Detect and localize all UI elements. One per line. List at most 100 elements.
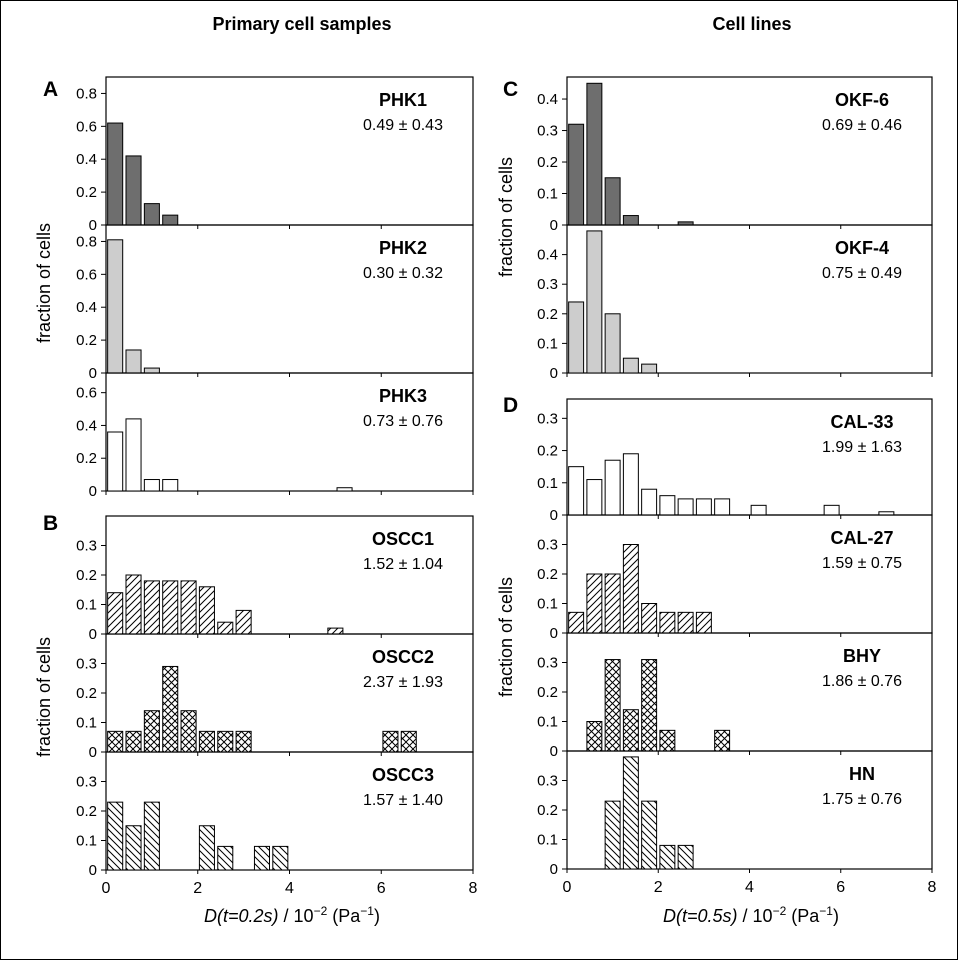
bar-okf-6-2: [604, 177, 621, 226]
bar-oscc3-7: [272, 845, 289, 871]
bar-hn-3: [659, 844, 676, 870]
panel-oscc3: 0 0.1 0.2 0.3 OSCC3 1.57 ± 1.40: [76, 751, 474, 879]
panel-cal-27: 0 0.1 0.2 0.3 CAL-27 1.59 ± 0.75: [537, 514, 933, 642]
xtick-label-right-0: 0: [563, 879, 572, 896]
bar-phk3-0: [107, 431, 124, 492]
ytick-label-okf-4-2: 0.2: [537, 306, 558, 323]
bar-phk1-3: [162, 214, 179, 226]
ytick-label-phk1-1: 0.2: [76, 184, 97, 201]
sample-stat-cal-33: 1.99 ± 1.63: [822, 439, 902, 456]
panel-okf-4: 0 0.1 0.2 0.3 0.4 OKF-4 0.75 ± 0.49: [537, 224, 933, 382]
bar-phk3-4: [336, 487, 353, 492]
ytick-label-phk1-0: 0: [89, 217, 97, 234]
panel-letter-c: C: [503, 78, 518, 101]
sample-name-hn: HN: [849, 764, 875, 784]
bar-okf-6-0: [568, 123, 585, 226]
sample-name-phk2: PHK2: [379, 238, 427, 258]
bar-bhy-2: [622, 709, 639, 752]
bar-oscc2-1: [125, 730, 142, 753]
ytick-label-okf-4-0: 0: [550, 365, 558, 382]
column-title-right: Cell lines: [712, 14, 791, 34]
sample-stat-phk3: 0.73 ± 0.76: [363, 413, 443, 430]
bar-phk2-2: [143, 367, 160, 374]
bar-cal-27-1: [586, 573, 603, 634]
bar-phk3-1: [125, 418, 142, 492]
bar-oscc1-8: [327, 627, 344, 635]
bar-cal-33-1: [586, 479, 603, 516]
bar-phk3-2: [143, 479, 160, 492]
bar-okf-6-1: [586, 82, 603, 226]
ytick-label-oscc3-2: 0.2: [76, 803, 97, 820]
bar-hn-4: [677, 844, 694, 870]
ylabel-d: fraction of cells: [496, 577, 516, 697]
panel-hn: 0 0.1 0.2 0.3 HN 1.75 ± 0.76: [537, 750, 933, 878]
bar-cal-27-3: [622, 544, 639, 634]
bar-oscc3-0: [107, 801, 124, 871]
ytick-label-oscc1-1: 0.1: [76, 597, 97, 614]
ytick-label-phk2-4: 0.8: [76, 233, 97, 250]
ytick-label-phk1-2: 0.4: [76, 151, 97, 168]
bar-hn-2: [641, 800, 658, 870]
panel-letter-d: D: [503, 394, 518, 417]
ytick-label-okf-6-2: 0.2: [537, 154, 558, 171]
ytick-label-phk2-2: 0.4: [76, 299, 97, 316]
panel-letter-a: A: [43, 78, 58, 101]
bar-phk2-0: [107, 239, 124, 374]
bar-hn-1: [622, 756, 639, 870]
sample-stat-phk1: 0.49 ± 0.43: [363, 117, 443, 134]
sample-name-oscc2: OSCC2: [372, 647, 434, 667]
ylabel-c: fraction of cells: [496, 157, 516, 277]
xtick-label-right-2: 4: [745, 879, 754, 896]
ytick-label-phk2-0: 0: [89, 365, 97, 382]
panel-letter-b: B: [43, 512, 58, 535]
bar-oscc2-5: [198, 730, 215, 753]
ytick-label-phk1-4: 0.8: [76, 85, 97, 102]
bar-oscc3-5: [217, 845, 234, 871]
ytick-label-oscc2-0: 0: [89, 744, 97, 761]
ytick-label-oscc3-0: 0: [89, 862, 97, 879]
bar-oscc1-1: [125, 574, 142, 635]
bar-oscc2-6: [217, 730, 234, 753]
panel-phk3: 0 0.2 0.4 0.6 PHK3 0.73 ± 0.76: [76, 372, 474, 500]
sample-name-phk1: PHK1: [379, 90, 427, 110]
ytick-label-okf-4-3: 0.3: [537, 276, 558, 293]
bar-bhy-6: [714, 729, 731, 752]
ytick-label-oscc2-1: 0.1: [76, 715, 97, 732]
bar-bhy-0: [586, 721, 603, 752]
column-title-left: Primary cell samples: [212, 14, 391, 34]
bar-phk1-2: [143, 203, 160, 226]
panel-oscc2: 0 0.1 0.2 0.3 OSCC2 2.37 ± 1.93: [76, 633, 474, 761]
bar-okf-4-0: [568, 301, 585, 374]
ytick-label-hn-0: 0: [550, 861, 558, 878]
bar-oscc3-4: [198, 825, 215, 871]
xtick-label-left-4: 8: [469, 880, 478, 897]
bar-oscc1-2: [143, 580, 160, 635]
ylabel-b: fraction of cells: [34, 637, 54, 757]
bar-cal-33-10: [750, 504, 767, 516]
bar-phk3-3: [162, 479, 179, 492]
bar-cal-33-6: [677, 498, 694, 516]
sample-stat-okf-4: 0.75 ± 0.49: [822, 265, 902, 282]
sample-name-cal-33: CAL-33: [830, 412, 893, 432]
ytick-label-hn-3: 0.3: [537, 773, 558, 790]
panel-phk2: 0 0.2 0.4 0.6 0.8 PHK2 0.30 ± 0.32: [76, 224, 474, 382]
ytick-label-okf-6-3: 0.3: [537, 123, 558, 140]
bar-phk1-1: [125, 155, 142, 226]
panel-frame-hn: [566, 750, 933, 870]
ytick-label-phk2-1: 0.2: [76, 332, 97, 349]
sample-name-cal-27: CAL-27: [830, 528, 893, 548]
sample-name-oscc3: OSCC3: [372, 765, 434, 785]
histogram-panels: 0 0.2 0.4 0.6 0.8 PHK1 0.49 ± 0.43 0 0.2 0.4 0.6 0.…: [76, 76, 937, 897]
bar-bhy-3: [641, 659, 658, 752]
ytick-label-cal-27-3: 0.3: [537, 537, 558, 554]
panel-oscc1: 0 0.1 0.2 0.3 OSCC1 1.52 ± 1.04: [76, 515, 474, 643]
xtick-label-right-3: 6: [836, 879, 845, 896]
ytick-label-phk1-3: 0.6: [76, 118, 97, 135]
bar-cal-27-2: [604, 573, 621, 634]
bar-phk1-0: [107, 122, 124, 226]
sample-stat-oscc3: 1.57 ± 1.40: [363, 792, 443, 809]
ytick-label-oscc3-1: 0.1: [76, 833, 97, 850]
bar-oscc1-0: [107, 592, 124, 635]
ytick-label-phk3-0: 0: [89, 483, 97, 500]
panel-phk1: 0 0.2 0.4 0.6 0.8 PHK1 0.49 ± 0.43: [76, 76, 474, 234]
